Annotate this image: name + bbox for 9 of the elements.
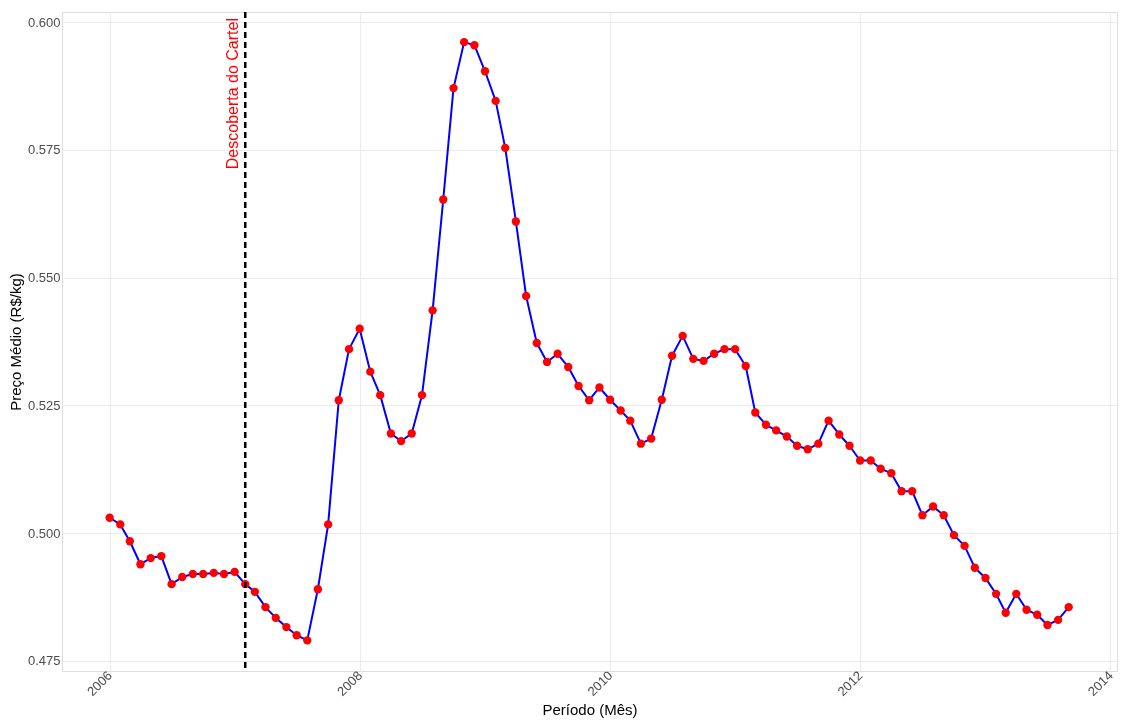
y-tick-label: 0.550	[27, 270, 61, 286]
y-tick-label: 0.475	[27, 653, 61, 669]
ref-line-label: Descoberta do Cartel	[224, 18, 242, 170]
x-axis-title: Período (Mês)	[542, 700, 638, 718]
y-axis-title: Preço Médio (R$/kg)	[6, 273, 24, 411]
y-tick-label: 0.600	[27, 14, 61, 30]
y-tick-label: 0.525	[27, 397, 61, 413]
y-tick-label: 0.575	[27, 142, 61, 158]
y-tick-label: 0.500	[27, 525, 61, 541]
